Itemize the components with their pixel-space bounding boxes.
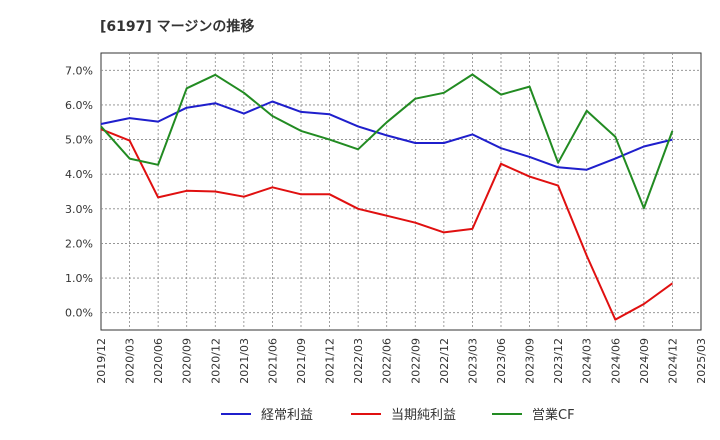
x-tick-label: 2024/03 (581, 338, 594, 384)
legend-label-1: 当期純利益 (391, 408, 456, 423)
y-tick-label: 3.0% (65, 203, 93, 216)
x-tick-label: 2023/06 (495, 338, 508, 384)
x-tick-label: 2020/09 (181, 338, 194, 384)
legend-label-0: 経常利益 (261, 408, 313, 423)
x-tick-label: 2022/09 (409, 338, 422, 384)
axis-layer: 7.0% 6.0% 5.0% 4.0% 3.0% 2.0% 1.0% 0.0% 2019/12 2… (65, 64, 708, 383)
y-tick-label: 6.0% (65, 99, 93, 112)
x-tick-label: 2023/03 (466, 338, 479, 384)
x-tick-label: 2025/03 (695, 338, 708, 384)
x-tick-label: 2020/06 (152, 338, 165, 384)
y-tick-label: 5.0% (65, 134, 93, 147)
legend: 経常利益 当期純利益 営業CF (221, 407, 575, 423)
y-tick-label: 4.0% (65, 168, 93, 181)
series-line-2 (100, 73, 674, 210)
legend-label-2: 営業CF (532, 407, 575, 423)
x-tick-label: 2022/03 (352, 338, 365, 384)
y-tick-label: 1.0% (65, 272, 93, 285)
x-tick-label: 2023/12 (552, 338, 565, 384)
x-tick-label: 2021/09 (295, 338, 308, 384)
x-tick-label: 2021/06 (266, 338, 279, 384)
x-tick-label: 2023/09 (524, 338, 537, 384)
series-layer (100, 73, 674, 321)
x-tick-label: 2024/12 (666, 338, 679, 384)
x-tick-label: 2024/09 (638, 338, 651, 384)
x-tick-label: 2021/03 (238, 338, 251, 384)
x-tick-label: 2024/06 (609, 338, 622, 384)
x-tick-label: 2022/12 (438, 338, 451, 384)
x-tick-label: 2020/12 (209, 338, 222, 384)
x-tick-label: 2022/06 (381, 338, 394, 384)
y-tick-label: 7.0% (65, 64, 93, 77)
x-tick-label: 2019/12 (95, 338, 108, 384)
series-line-0 (100, 100, 673, 171)
x-tick-label: 2021/12 (324, 338, 337, 384)
chart-title: [6197] マージンの推移 (100, 18, 254, 35)
y-tick-label: 2.0% (65, 237, 93, 250)
series-line-1 (100, 128, 673, 321)
y-tick-label: 0.0% (65, 307, 93, 320)
x-tick-label: 2020/03 (124, 338, 137, 384)
